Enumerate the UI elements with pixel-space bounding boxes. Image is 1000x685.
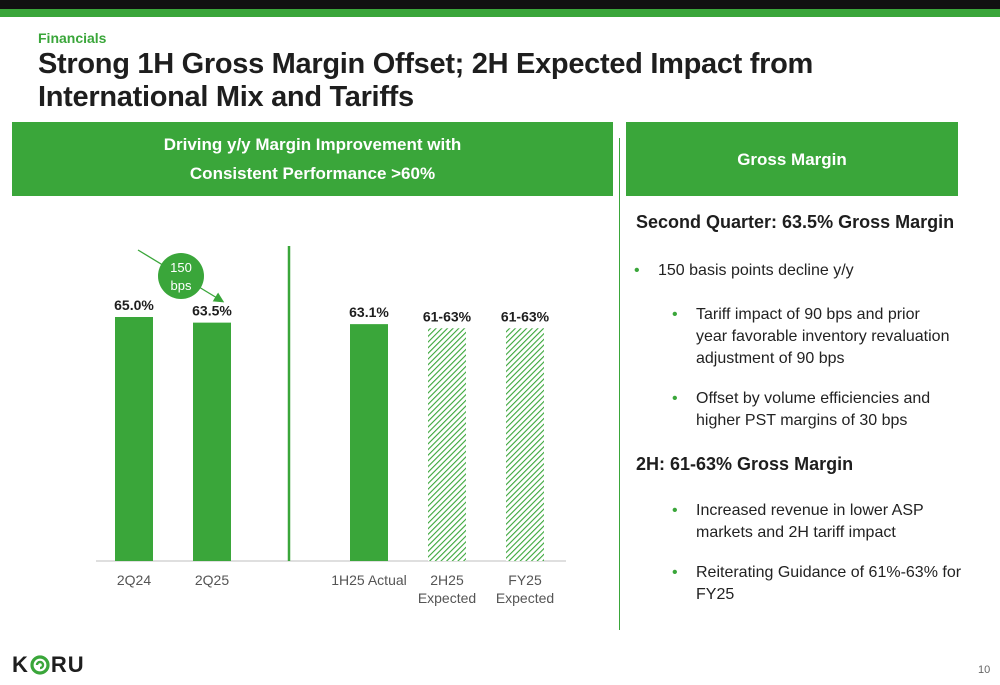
- koru-fern-icon: [30, 655, 50, 675]
- logo-text-left: K: [12, 652, 29, 677]
- second-half-heading: 2H: 61-63% Gross Margin: [636, 454, 854, 474]
- data-label-1: 63.5%: [192, 303, 232, 319]
- data-label-3: 61-63%: [423, 308, 472, 324]
- data-label-0: 65.0%: [114, 297, 154, 313]
- bar-0: [115, 317, 153, 561]
- data-label-4: 61-63%: [501, 308, 550, 324]
- second-quarter-heading: Second Quarter: 63.5% Gross Margin: [636, 212, 955, 232]
- bar-1: [193, 322, 231, 561]
- page-number: 10: [978, 664, 991, 676]
- page-title: Strong 1H Gross Margin Offset; 2H Expect…: [38, 48, 813, 113]
- category-label-0: 2Q24: [117, 572, 151, 588]
- top-bar-accent: [0, 9, 1000, 17]
- bar-4: [506, 328, 544, 561]
- bps-bubble: [158, 253, 204, 299]
- koru-logo: K RU: [12, 652, 85, 678]
- bullet-dot-icon: •: [634, 262, 640, 279]
- bullet-dot-icon: •: [672, 390, 678, 407]
- left-panel-title-line2: Consistent Performance >60%: [189, 164, 436, 183]
- bar-2: [350, 324, 388, 561]
- category-label-3-line2: Expected: [418, 590, 476, 606]
- category-label-4-line2: Expected: [496, 590, 554, 606]
- bullet-150bps: • 150 basis points decline y/y: [634, 260, 854, 282]
- sub-bullet-asp: • Increased revenue in lower ASP markets…: [672, 502, 924, 541]
- logo-text-right: RU: [50, 652, 85, 677]
- top-bar-dark: [0, 0, 1000, 9]
- bar-3: [428, 328, 466, 561]
- section-label: Financials: [38, 30, 107, 46]
- right-panel-title: Gross Margin: [737, 149, 847, 169]
- category-label-4: FY25: [508, 572, 542, 588]
- data-label-2: 63.1%: [349, 304, 389, 320]
- bullet-dot-icon: •: [672, 502, 678, 519]
- sub-bullet-tariff: • Tariff impact of 90 bps and prior year…: [672, 306, 950, 367]
- category-label-3: 2H25: [430, 572, 464, 588]
- bullet-dot-icon: •: [672, 306, 678, 323]
- left-panel-title-line1: Driving y/y Margin Improvement with: [163, 135, 462, 154]
- right-panel-header: Gross Margin: [626, 122, 958, 196]
- sub-bullet-offset: • Offset by volume efficiencies and high…: [672, 390, 931, 429]
- left-panel-header: Driving y/y Margin Improvement with Cons…: [12, 122, 613, 196]
- category-label-2: 1H25 Actual: [331, 572, 407, 588]
- sub-bullet-guidance: • Reiterating Guidance of 61%-63% for FY…: [672, 564, 962, 603]
- bps-value: 150: [170, 260, 192, 275]
- category-label-1: 2Q25: [195, 572, 229, 588]
- bullet-dot-icon: •: [672, 564, 678, 581]
- gross-margin-chart: 65.0% 2Q24 63.5% 2Q25 63.1% 1H25 Actual 61-63%…: [96, 246, 566, 606]
- bps-unit: bps: [171, 278, 192, 293]
- panel-divider: [619, 138, 620, 630]
